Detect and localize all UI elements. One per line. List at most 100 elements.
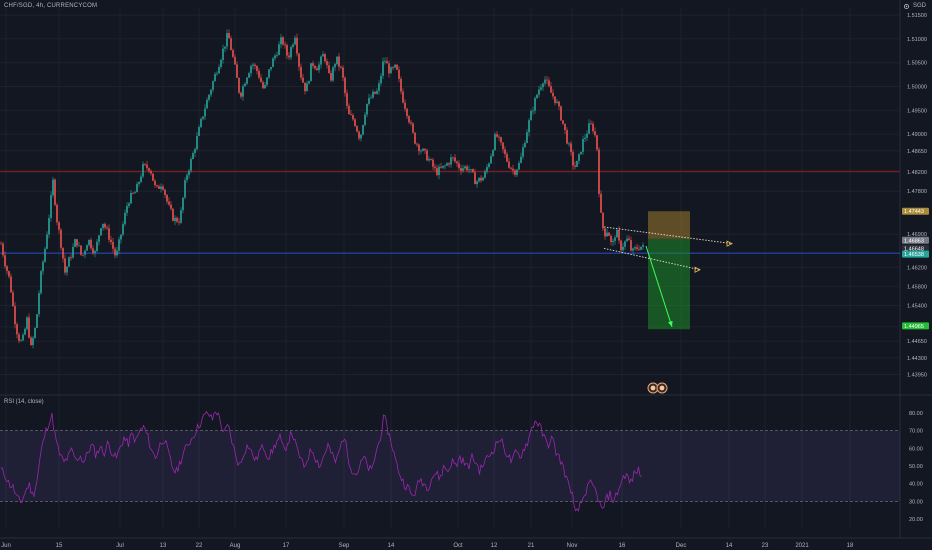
event-icons[interactable] xyxy=(647,382,668,394)
candle-body xyxy=(238,77,240,93)
candle-body xyxy=(176,217,178,222)
candle-body xyxy=(32,337,34,346)
rsi-tick-label: 40.00 xyxy=(909,482,923,488)
gear-icon[interactable] xyxy=(903,3,910,10)
candle-body xyxy=(516,169,518,175)
candle-body xyxy=(266,77,268,85)
candle-body xyxy=(42,261,44,272)
time-tick-label: 13 xyxy=(160,543,167,549)
candle-body xyxy=(232,50,234,57)
candle-body xyxy=(268,69,270,78)
candle-body xyxy=(48,217,50,235)
candle-body xyxy=(102,223,104,229)
take-profit-zone[interactable] xyxy=(648,238,690,330)
candle-body xyxy=(572,152,574,166)
price-label-text: 1.46648 xyxy=(904,246,924,252)
candle-body xyxy=(490,156,492,164)
candle-body xyxy=(432,159,434,167)
price-label-text: 1.46863 xyxy=(904,238,924,244)
candle-body xyxy=(554,96,556,103)
candle-body xyxy=(564,123,566,131)
candle-body xyxy=(316,68,318,71)
candle-body xyxy=(0,243,2,245)
candle-body xyxy=(472,169,474,173)
rsi-axis[interactable]: 80.00 70.00 60.00 50.00 40.00 30.00 20.00 xyxy=(909,411,923,523)
rsi-tick-label: 20.00 xyxy=(909,517,923,523)
time-tick-label: 21 xyxy=(528,543,535,549)
candle-body xyxy=(34,327,36,338)
candle-body xyxy=(124,212,126,225)
time-axis[interactable]: Jun 15 Jul 13 22 Aug 17 Sep 14 Oct 12 21 Nov 16 Dec 14 2… xyxy=(1,543,854,549)
price-tick-label: 1.51500 xyxy=(907,13,927,19)
candle-body xyxy=(230,38,232,51)
candle-body xyxy=(226,33,228,47)
price-tick-label: 1.50000 xyxy=(907,85,927,91)
candle-body xyxy=(630,240,632,251)
projection-arrow[interactable] xyxy=(645,245,673,328)
time-tick-label: Oct xyxy=(453,543,463,549)
candle-body xyxy=(414,132,416,144)
candle-body xyxy=(428,159,430,161)
candle-body xyxy=(398,69,400,79)
candle-body xyxy=(250,65,252,74)
price-tick-label: 1.45800 xyxy=(907,284,927,290)
candle-body xyxy=(254,64,256,67)
candle-body xyxy=(246,77,248,84)
candle-body xyxy=(482,177,484,181)
candle-body xyxy=(286,44,288,56)
candle-body xyxy=(392,67,394,69)
candle-body xyxy=(222,48,224,60)
stop-loss-zone[interactable] xyxy=(648,211,690,239)
candle-body xyxy=(262,82,264,89)
event-icon-inner xyxy=(659,385,665,391)
candle-body xyxy=(528,120,530,133)
candle-body xyxy=(624,241,626,247)
candle-body xyxy=(396,64,398,70)
price-label-bg xyxy=(902,250,929,258)
time-tick-label: Aug xyxy=(230,543,241,549)
candle-body xyxy=(438,166,440,176)
candle-body xyxy=(300,66,302,78)
candle-body xyxy=(220,59,222,67)
candle-body xyxy=(258,70,260,78)
candle-body xyxy=(508,161,510,168)
candle-body xyxy=(114,248,116,256)
candle-body xyxy=(370,97,372,99)
candle-body xyxy=(338,56,340,67)
candle-body xyxy=(456,161,458,164)
candle-body xyxy=(74,239,76,247)
candle-body xyxy=(70,257,72,259)
candle-body xyxy=(440,166,442,168)
candle-body xyxy=(224,46,226,49)
candle-body xyxy=(72,246,74,258)
candle-body xyxy=(166,194,168,202)
price-tick-label: 1.44650 xyxy=(907,339,927,345)
candle-body xyxy=(562,120,564,124)
candle-body xyxy=(498,136,500,138)
candle-body xyxy=(366,103,368,115)
candle-body xyxy=(20,340,22,342)
candle-body xyxy=(442,165,444,168)
candle-body xyxy=(642,244,644,247)
candle-body xyxy=(154,180,156,186)
candle-body xyxy=(566,130,568,144)
candle-body xyxy=(76,239,78,246)
rsi-band xyxy=(0,430,900,502)
candle-body xyxy=(58,222,60,230)
candle-body xyxy=(4,255,6,267)
channel-lines[interactable] xyxy=(603,226,733,273)
currency-label: SGD xyxy=(912,3,926,9)
candle-body xyxy=(386,61,388,64)
candle-body xyxy=(520,156,522,163)
time-tick-label: 22 xyxy=(196,543,203,549)
candle-body xyxy=(538,89,540,95)
candle-body xyxy=(500,137,502,143)
candle-body xyxy=(152,173,154,181)
candle-body xyxy=(196,135,198,150)
candle-body xyxy=(488,163,490,168)
candle-body xyxy=(28,317,30,338)
candle-body xyxy=(494,134,496,151)
candle-body xyxy=(504,149,506,155)
candle-body xyxy=(584,137,586,139)
